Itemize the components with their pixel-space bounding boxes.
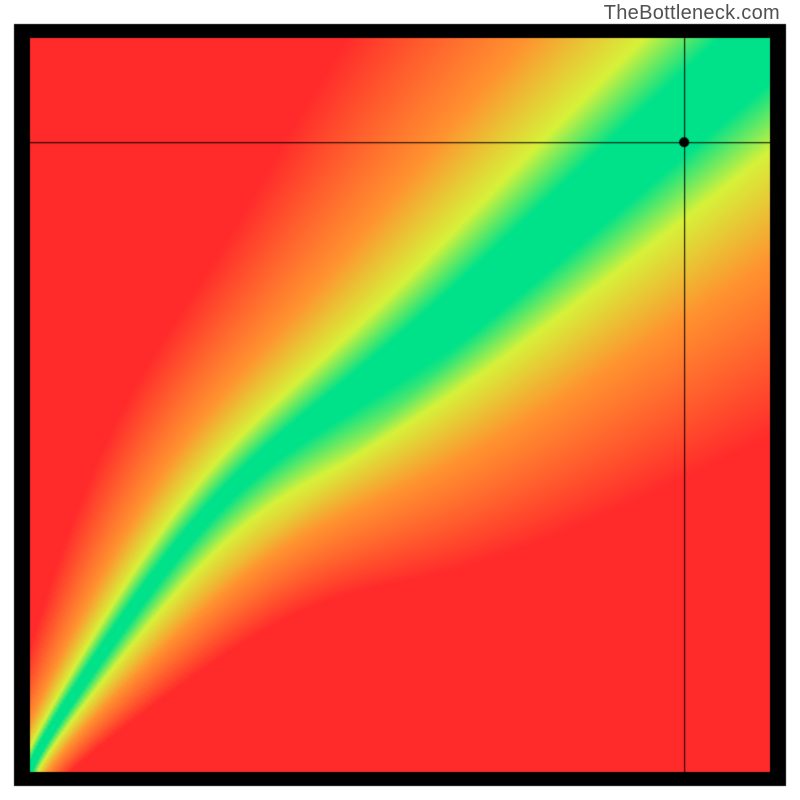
heatmap-canvas — [0, 0, 800, 800]
chart-container: TheBottleneck.com — [0, 0, 800, 800]
source-watermark: TheBottleneck.com — [604, 2, 780, 25]
